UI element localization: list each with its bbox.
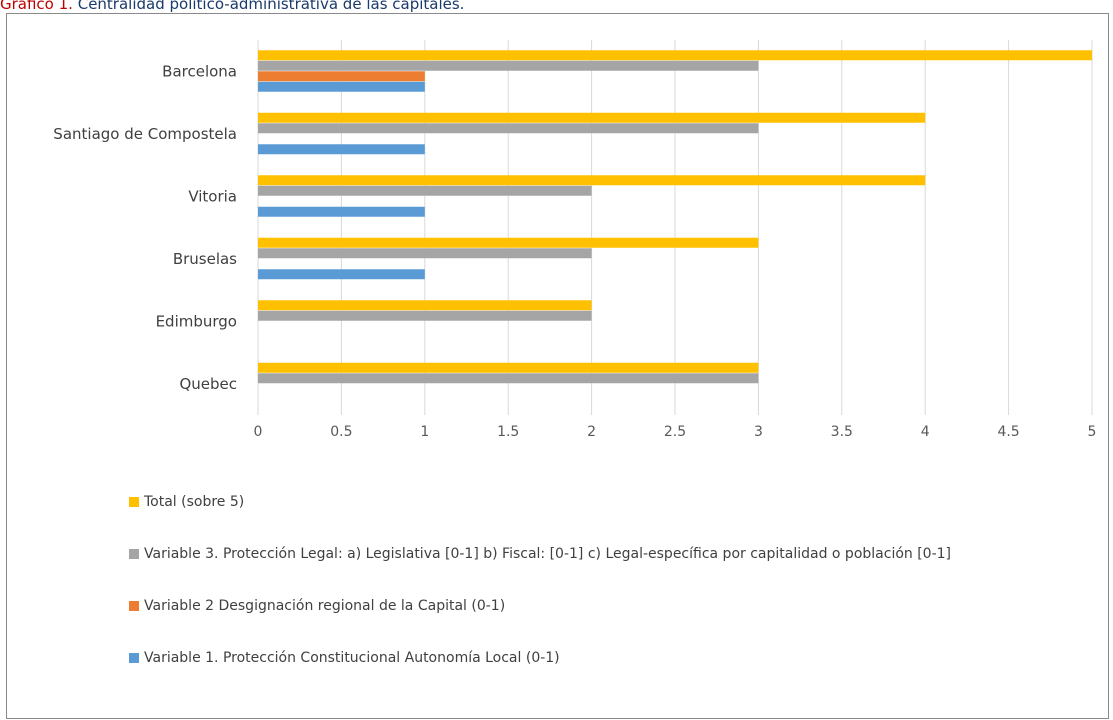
bar <box>258 362 759 373</box>
legend-label: Variable 1. Protección Constitucional Au… <box>144 650 560 666</box>
bar <box>258 50 1092 61</box>
x-tick-label: 3 <box>754 424 763 440</box>
caption-text: Centralidad político-administrativa de l… <box>77 0 465 13</box>
caption-label: Gráfico 1. <box>0 0 73 13</box>
x-tick-label: 1 <box>420 424 429 440</box>
bar <box>258 185 592 196</box>
bar <box>258 300 592 311</box>
x-tick-label: 1.5 <box>497 424 519 440</box>
category-label: Quebec <box>179 375 237 393</box>
bar <box>258 175 926 186</box>
bar-chart: 0 0.5 1 1.5 2 2.5 3 3.5 4 4.5 5 Barcelona Santiago d… <box>53 40 1097 440</box>
legend-entry: Total (sobre 5) <box>129 494 244 510</box>
bar <box>258 237 759 248</box>
bar <box>258 206 425 217</box>
x-tick-label: 4 <box>921 424 930 440</box>
x-tick-label: 0 <box>254 424 263 440</box>
legend-entry: Variable 2 Desgignación regional de la C… <box>129 598 505 614</box>
x-tick-label: 3.5 <box>831 424 853 440</box>
bar <box>258 248 592 259</box>
legend-swatch <box>129 497 139 507</box>
category-label: Vitoria <box>188 187 237 205</box>
bar <box>258 112 926 123</box>
category-label: Edimburgo <box>156 312 237 330</box>
bar <box>258 310 592 321</box>
legend-swatch <box>129 601 139 611</box>
bar <box>258 269 425 280</box>
bar <box>258 71 425 82</box>
bar <box>258 60 759 71</box>
bar <box>258 144 425 155</box>
bar <box>258 373 759 384</box>
legend-label: Variable 3. Protección Legal: a) Legisla… <box>144 546 952 562</box>
bar <box>258 81 425 92</box>
legend-swatch <box>129 653 139 663</box>
chart-frame: 0 0.5 1 1.5 2 2.5 3 3.5 4 4.5 5 Barcelona Santiago d… <box>6 13 1109 719</box>
legend-label: Total (sobre 5) <box>144 494 245 510</box>
category-label: Santiago de Compostela <box>53 125 237 143</box>
legend-entry: Variable 1. Protección Constitucional Au… <box>129 650 560 666</box>
x-tick-label: 2 <box>587 424 596 440</box>
x-tick-label: 0.5 <box>330 424 352 440</box>
category-label: Bruselas <box>173 250 237 268</box>
chart-caption: Gráfico 1. Centralidad político-administ… <box>0 0 464 14</box>
x-tick-label: 2.5 <box>664 424 686 440</box>
x-tick-label: 4.5 <box>997 424 1019 440</box>
category-label: Barcelona <box>162 62 237 80</box>
x-tick-label: 5 <box>1088 424 1097 440</box>
legend-label: Variable 2 Desgignación regional de la C… <box>144 598 506 614</box>
bar <box>258 123 759 134</box>
legend-entry: Variable 3. Protección Legal: a) Legisla… <box>129 546 951 562</box>
legend-swatch <box>129 549 139 559</box>
